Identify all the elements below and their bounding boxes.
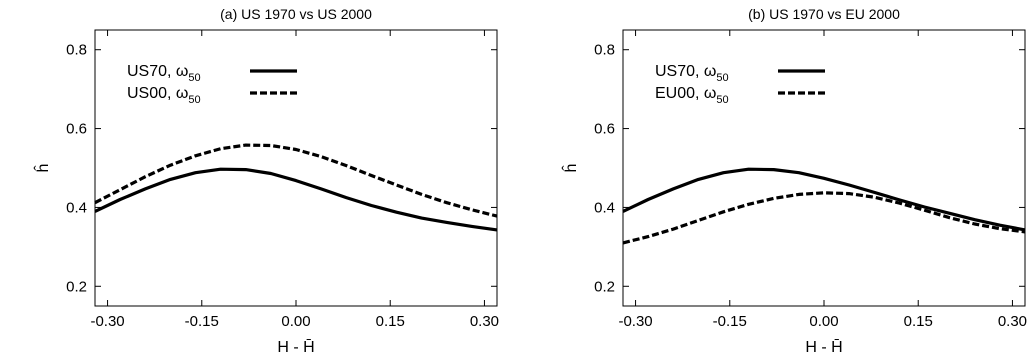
- x-tick-label: -0.30: [618, 313, 652, 330]
- chart-panel-b: (b) US 1970 vs EU 2000 0.2 0.4 0.6 0.8 -0.30 -…: [561, 6, 1027, 356]
- legend-label: EU00, ω50: [655, 85, 729, 106]
- x-axis-label: H - H̄: [805, 339, 842, 356]
- y-tick-label: 0.8: [66, 42, 87, 59]
- y-tick-label: 0.4: [594, 199, 615, 216]
- y-tick-label: 0.6: [66, 121, 87, 138]
- y-tick-label: 0.2: [66, 278, 87, 295]
- y-axis-label: ĥ: [33, 164, 52, 173]
- x-tick-label: -0.15: [185, 313, 219, 330]
- chart-panel-a: (a) US 1970 vs US 2000 0.2 0.4 0.6 0.8 -0.30 -…: [33, 6, 499, 356]
- chart-title: (a) US 1970 vs US 2000: [220, 6, 372, 22]
- legend-label: US00, ω50: [127, 85, 201, 106]
- series-line-us70: [94, 167, 498, 232]
- y-tick-label: 0.8: [594, 42, 615, 59]
- y-tick-label: 0.6: [594, 121, 615, 138]
- x-axis-label: H - H̄: [277, 339, 314, 356]
- series-line-eu00: [622, 191, 1026, 245]
- series-line-us00: [94, 143, 498, 218]
- y-axis-label: ĥ: [561, 164, 580, 173]
- legend-label: US70, ω50: [655, 63, 729, 84]
- x-tick-label: 0.15: [376, 313, 405, 330]
- x-tick-label: 0.30: [470, 313, 499, 330]
- x-tick-label: 0.00: [809, 313, 838, 330]
- y-tick-label: 0.4: [66, 199, 87, 216]
- x-tick-label: 0.30: [998, 313, 1027, 330]
- legend-label: US70, ω50: [127, 63, 201, 84]
- x-tick-label: 0.15: [904, 313, 933, 330]
- x-tick-label: -0.15: [713, 313, 747, 330]
- x-tick-label: 0.00: [281, 313, 310, 330]
- chart-title: (b) US 1970 vs EU 2000: [748, 6, 900, 22]
- series-line-us70: [622, 167, 1026, 232]
- x-tick-label: -0.30: [90, 313, 124, 330]
- y-tick-label: 0.2: [594, 278, 615, 295]
